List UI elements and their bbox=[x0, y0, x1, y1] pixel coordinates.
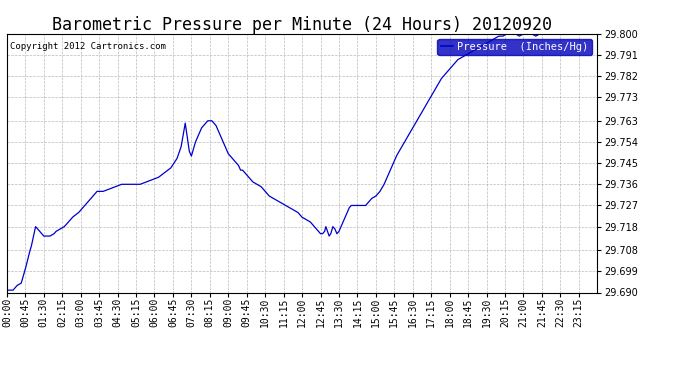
Title: Barometric Pressure per Minute (24 Hours) 20120920: Barometric Pressure per Minute (24 Hours… bbox=[52, 16, 552, 34]
Legend: Pressure  (Inches/Hg): Pressure (Inches/Hg) bbox=[437, 39, 591, 55]
Text: Copyright 2012 Cartronics.com: Copyright 2012 Cartronics.com bbox=[10, 42, 166, 51]
